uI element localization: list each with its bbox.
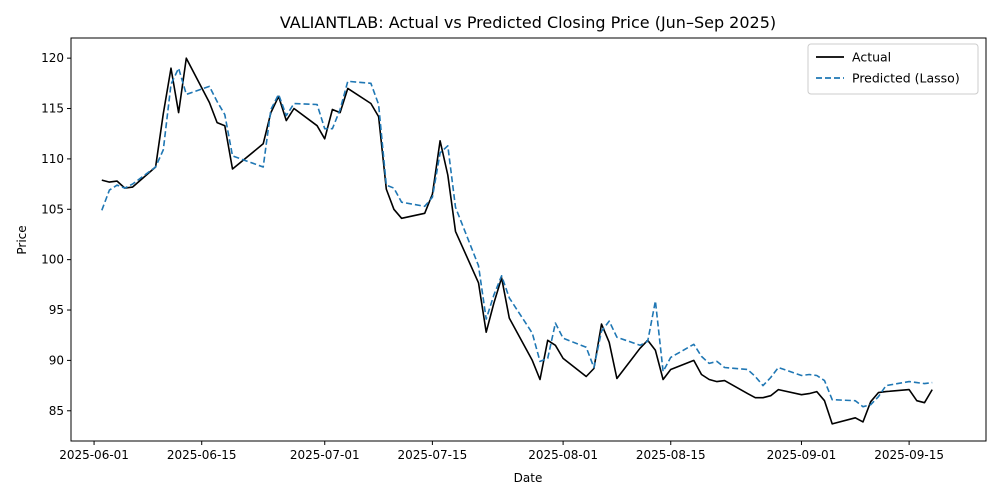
- series-line-actual: [101, 57, 933, 425]
- y-tick-label: 90: [49, 353, 64, 367]
- y-tick-label: 100: [41, 253, 64, 267]
- plot-area: [71, 38, 986, 441]
- legend: Actual Predicted (Lasso): [807, 43, 979, 95]
- x-axis: 2025-06-01 2025-06-15 2025-07-01 2025-07-15…: [59, 441, 944, 462]
- x-tick-label: 2025-09-15: [874, 448, 944, 462]
- x-tick-label: 2025-09-01: [767, 448, 837, 462]
- chart-title: VALIANTLAB: Actual vs Predicted Closing …: [280, 13, 776, 32]
- y-axis: 85 90 95 100 105 110 115 120: [41, 51, 71, 418]
- legend-label: Predicted (Lasso): [852, 71, 960, 86]
- x-axis-title: Date: [514, 471, 543, 485]
- x-tick-label: 2025-08-15: [636, 448, 706, 462]
- y-tick-label: 105: [41, 202, 64, 216]
- x-tick-label: 2025-06-15: [167, 448, 237, 462]
- y-tick-label: 110: [41, 152, 64, 166]
- y-axis-title: Price: [15, 225, 29, 254]
- x-tick-label: 2025-07-01: [290, 448, 360, 462]
- series-line-predicted: [101, 67, 933, 408]
- x-tick-label: 2025-07-15: [398, 448, 468, 462]
- x-tick-label: 2025-08-01: [528, 448, 598, 462]
- legend-box: [807, 43, 979, 95]
- x-tick-label: 2025-06-01: [59, 448, 129, 462]
- y-tick-label: 120: [41, 51, 64, 65]
- y-tick-label: 95: [49, 303, 64, 317]
- y-tick-label: 85: [49, 404, 64, 418]
- y-tick-label: 115: [41, 102, 64, 116]
- series-layer: [101, 57, 933, 425]
- plot-frame: [70, 37, 987, 442]
- legend-label: Actual: [852, 50, 891, 65]
